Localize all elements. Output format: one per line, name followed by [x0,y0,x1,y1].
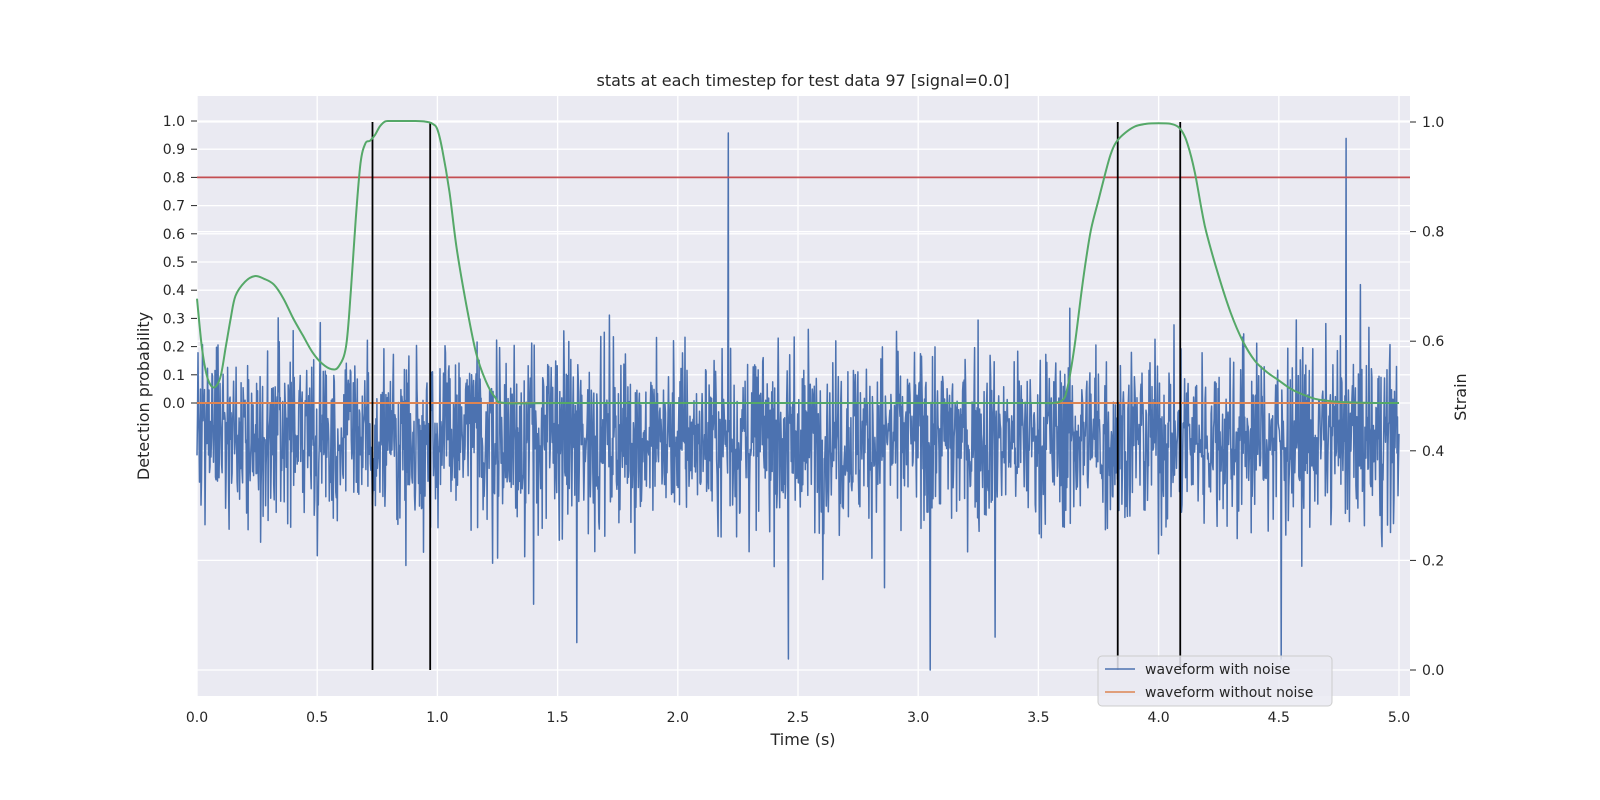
y-right-tick-label: 0.2 [1422,553,1444,569]
y-left-tick-label: 0.0 [163,396,185,412]
y-left-tick-label: 0.3 [163,311,185,327]
y-axis-left-title: Detection probability [134,312,153,480]
legend-label-noisy: waveform with noise [1145,662,1290,678]
data-layer [196,119,1410,671]
y-left-tick-label: 0.5 [163,255,185,271]
y-right-tick-label: 0.8 [1422,225,1444,241]
axes: 0.0 0.5 1.0 1.5 2.0 2.5 3.0 3.5 4.0 4.5 5.0 0.0 0.1 0… [163,114,1445,726]
x-tick-label: 3.0 [907,710,929,726]
legend: waveform with noise waveform without noi… [1097,655,1333,707]
x-axis-title: Time (s) [769,730,835,749]
y-axis-right-title: Strain [1451,373,1470,420]
y-right-tick-label: 0.0 [1422,663,1444,679]
y-left-tick-label: 0.6 [163,227,185,243]
y-right-tick-label: 0.6 [1422,334,1444,350]
y-left-tick-label: 0.7 [163,199,185,215]
y-left-tick-label: 1.0 [163,114,185,130]
legend-label-clean: waveform without noise [1145,685,1313,701]
x-tick-label: 1.0 [426,710,448,726]
chart-title: stats at each timestep for test data 97 … [597,71,1010,90]
y-left-tick-label: 0.8 [163,170,185,186]
y-left-tick-label: 0.1 [163,368,185,384]
y-right-tick-label: 0.4 [1422,444,1444,460]
y-left-tick-label: 0.4 [163,283,185,299]
x-tick-label: 0.0 [186,710,208,726]
x-tick-label: 3.5 [1027,710,1049,726]
x-tick-label: 5.0 [1388,710,1410,726]
y-right-tick-label: 1.0 [1422,115,1444,131]
x-tick-label: 0.5 [306,710,328,726]
x-tick-label: 4.5 [1268,710,1290,726]
x-tick-label: 2.0 [667,710,689,726]
x-tick-label: 2.5 [787,710,809,726]
x-tick-label: 4.0 [1147,710,1169,726]
series-line-waveform-with-noise [196,132,1400,671]
y-left-tick-label: 0.9 [163,142,185,158]
y-left-tick-label: 0.2 [163,340,185,356]
legend-box [1097,655,1333,707]
series-line-detection-probability [196,119,1400,405]
x-tick-label: 1.5 [546,710,568,726]
